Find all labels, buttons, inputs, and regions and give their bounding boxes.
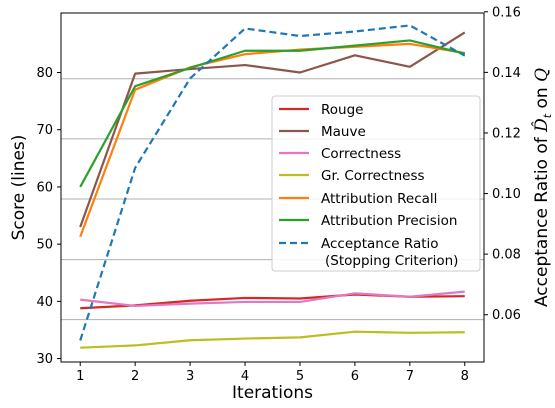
legend-box xyxy=(271,95,481,272)
x-tick-label-0: 1 xyxy=(76,369,84,384)
series-line-3 xyxy=(80,330,465,349)
x-tick-label-7: 8 xyxy=(461,369,469,384)
series-line-2 xyxy=(80,290,465,308)
y2-tick-label-4: 0.14 xyxy=(492,66,521,81)
y2-tick-label-5: 0.16 xyxy=(492,5,521,20)
x-axis-label: Iterations xyxy=(232,383,313,403)
series-line-4 xyxy=(79,42,465,238)
y-tick-label-1: 40 xyxy=(36,295,53,310)
y2-tick-label-1: 0.08 xyxy=(492,248,521,263)
y2-axis-label: Acceptance Ratio of D̂t on Q xyxy=(532,68,554,307)
x-tick-label-3: 4 xyxy=(241,369,249,384)
y-tick-label-0: 30 xyxy=(36,352,53,367)
legend-label-3: Gr. Correctness xyxy=(321,168,425,184)
x-tick-label-6: 7 xyxy=(406,369,414,384)
legend-label-1: Mauve xyxy=(321,124,366,140)
y2-tick-label-3: 0.12 xyxy=(492,126,521,141)
series-line-6 xyxy=(79,24,466,341)
y2-tick-label-2: 0.10 xyxy=(492,187,521,202)
y-tick-label-5: 80 xyxy=(36,66,53,81)
y-tick-label-3: 60 xyxy=(36,180,53,195)
y2-tick-label-0: 0.06 xyxy=(492,308,521,323)
legend-label-2: Correctness xyxy=(321,146,401,162)
legend-label-5: Attribution Precision xyxy=(321,213,457,229)
series-line-1 xyxy=(79,31,466,228)
y-tick-label-4: 70 xyxy=(36,123,53,138)
plot-frame xyxy=(60,12,485,363)
legend-label-0: Rouge xyxy=(321,102,363,118)
x-tick-label-4: 5 xyxy=(296,369,304,384)
x-tick-label-2: 3 xyxy=(186,369,194,384)
legend-label-6: Acceptance Ratio (Stopping Criterion) xyxy=(321,236,458,269)
x-tick-label-1: 2 xyxy=(131,369,139,384)
y-axis-label: Score (lines) xyxy=(9,135,29,241)
y-tick-label-2: 50 xyxy=(36,238,53,253)
legend-label-4: Attribution Recall xyxy=(321,191,437,207)
series-line-5 xyxy=(79,39,466,188)
x-tick-label-5: 6 xyxy=(351,369,359,384)
